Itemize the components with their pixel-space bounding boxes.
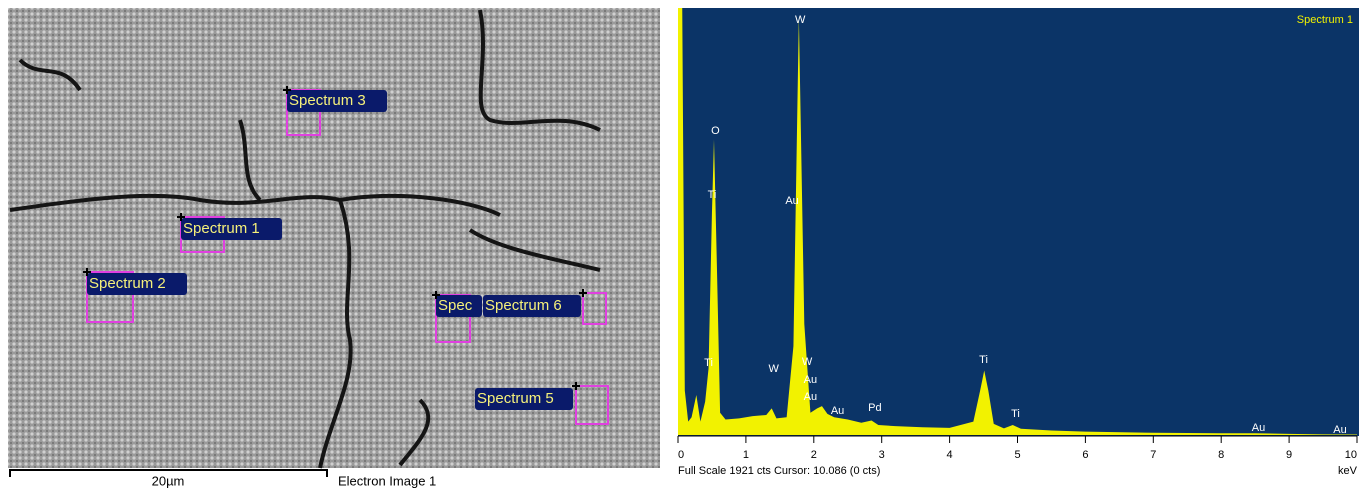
x-axis: 0 1 2 3 4 5 6 7 8 9 10 Full Scale 1921 cts Cursor: …: [677, 435, 1358, 477]
peak-label: Au: [1333, 424, 1346, 436]
x-tick-label: 0: [678, 449, 684, 461]
x-tick-label: 6: [1082, 449, 1088, 461]
sem-image: 20µm Electron Image 1: [8, 8, 660, 488]
peak-label: Au: [1252, 422, 1265, 434]
x-tick-label: 8: [1218, 449, 1224, 461]
spectrum-region: [582, 292, 607, 325]
marker: [572, 382, 580, 390]
label-box: [483, 295, 581, 317]
label-box: [181, 218, 282, 240]
spectrum-region: [86, 271, 134, 323]
peak-label: Ti: [1011, 408, 1020, 420]
x-tick-label: 2: [811, 449, 817, 461]
marker: [283, 86, 291, 94]
plot: Spectrum 1 W O Ti Au Ti W W Au Au Au Pd Ti Ti Au Au: [678, 8, 1357, 436]
x-tick-label: 7: [1150, 449, 1156, 461]
peak-label: Au: [831, 405, 844, 417]
peak-label: W: [769, 363, 780, 375]
marker: [579, 289, 587, 297]
spectrum-label: Spec: [438, 297, 473, 314]
spectrum-label: Spectrum 2: [89, 275, 166, 292]
peak-label: Au: [804, 391, 817, 403]
peak-label: W: [795, 14, 806, 26]
peak-label: O: [711, 125, 720, 137]
label-box: [287, 90, 387, 112]
spectrum-label: Spectrum 5: [477, 390, 554, 407]
spectrum-label: Spectrum 1: [183, 220, 260, 237]
scale-bar-label: 20µm: [152, 473, 185, 488]
x-tick-label: 9: [1286, 449, 1292, 461]
label-box: [475, 388, 573, 410]
x-tick-label: 4: [947, 449, 953, 461]
x-tick-label: 5: [1014, 449, 1020, 461]
spectrum-labels: Spectrum 3 Spectrum 1 Spectrum 2 Spec Spectr…: [83, 86, 609, 425]
x-tick-label: 3: [879, 449, 885, 461]
peak-label: W: [802, 356, 813, 368]
footer: Full Scale 1921 cts Cursor: 10.086 (0 ct…: [678, 465, 880, 477]
peak-label: Ti: [708, 189, 717, 201]
marker: [432, 291, 440, 299]
peak-label: Au: [785, 195, 798, 207]
marker: [83, 268, 91, 276]
spectrum-label: Spectrum 6: [485, 297, 562, 314]
peak-label: Au: [804, 374, 817, 386]
peak-label: Pd: [868, 402, 881, 414]
peak-label: Ti: [979, 354, 988, 366]
spectrum-region: [575, 385, 609, 425]
x-tick-label: 10: [1345, 449, 1357, 461]
label-box: [436, 295, 482, 317]
plot-background: [678, 8, 1359, 436]
peak-label: Ti: [704, 357, 713, 369]
label-box: [87, 273, 187, 295]
x-tick-label: 1: [743, 449, 749, 461]
spectrum-title: Spectrum 1: [1297, 14, 1353, 26]
x-unit: keV: [1338, 465, 1358, 477]
image-caption: Electron Image 1: [338, 473, 436, 488]
marker: [177, 213, 185, 221]
spectrum-label: Spectrum 3: [289, 92, 366, 109]
